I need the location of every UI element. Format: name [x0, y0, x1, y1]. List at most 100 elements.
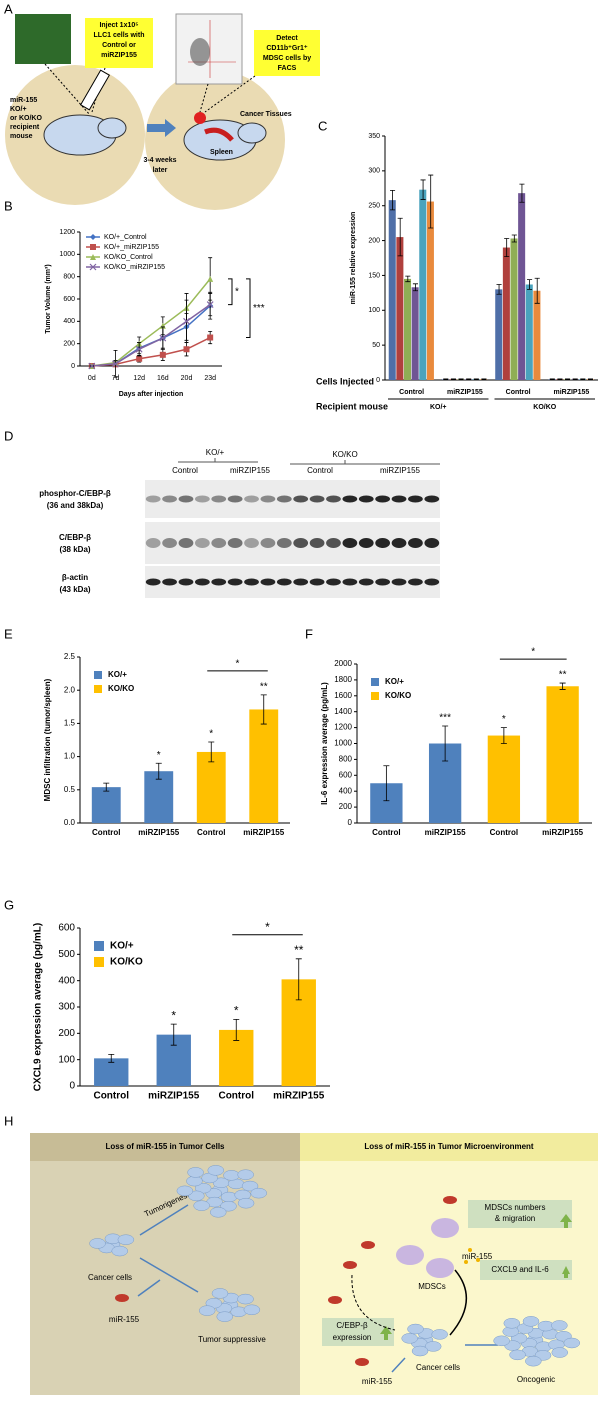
cell [220, 1200, 237, 1212]
band [342, 578, 358, 586]
legend-swatch [371, 692, 379, 700]
significance-label: * [209, 729, 213, 740]
x-tick-label: Control [218, 1091, 254, 1102]
blot [145, 566, 440, 598]
band [375, 495, 391, 503]
bar [533, 290, 541, 380]
mir155-icon [343, 1261, 357, 1269]
cell [424, 1341, 442, 1352]
line [91, 278, 211, 367]
genotype-label: KO/KO [332, 450, 357, 459]
y-tick-label: 1200 [334, 723, 352, 732]
point [183, 346, 190, 353]
panel-a: Inject 1x10⁵ LLC1 cells with Control or … [5, 13, 320, 210]
label: Oncogenic [517, 1375, 555, 1384]
error-bar [473, 378, 479, 381]
error-bar [572, 378, 578, 381]
x-tick-label: miRZIP155 [243, 828, 284, 837]
error-bar [557, 378, 563, 381]
cytokine [464, 1260, 468, 1264]
band [391, 578, 407, 586]
bar [94, 1058, 129, 1086]
cell [207, 1165, 225, 1176]
cell [176, 1185, 194, 1197]
legend-label: KO/KO [110, 957, 143, 968]
callout-text: Detect [276, 35, 298, 42]
mir155-icon [443, 1196, 457, 1204]
cell [493, 1335, 510, 1347]
panel-label: C [318, 118, 327, 133]
y-tick-label: 1400 [334, 707, 352, 716]
error-bar [549, 378, 555, 381]
error-bar [383, 765, 390, 802]
band [276, 578, 292, 586]
blot [145, 522, 440, 564]
mir155-icon [361, 1241, 375, 1249]
y-tick-label: 1200 [59, 229, 75, 236]
band [244, 578, 259, 586]
right-header [300, 1133, 598, 1161]
label: Cancer cells [416, 1363, 460, 1372]
y-tick-label: 1600 [334, 691, 352, 700]
error-bar [481, 378, 487, 381]
callout-text: LLC1 cells with [94, 32, 145, 39]
band [227, 495, 243, 503]
y-tick-label: 400 [63, 318, 75, 325]
y-tick-label: 50 [372, 342, 380, 349]
bar [144, 771, 174, 823]
cell [210, 1207, 227, 1218]
y-axis-title: MDSC infiltration (tumor/spleen) [43, 678, 52, 801]
cell [401, 1333, 418, 1344]
label: Spleen [210, 149, 233, 156]
mir155-icon [355, 1358, 369, 1366]
point [88, 362, 96, 370]
line [91, 336, 211, 367]
panel-d: KO/+ KO/KO Control miRZIP155 Control miR… [39, 448, 440, 594]
x-tick-label: 12d [133, 375, 145, 382]
band [391, 538, 407, 548]
callout-text: Inject 1x10⁵ [99, 22, 138, 29]
band [375, 578, 391, 586]
cell [551, 1320, 568, 1331]
cell [525, 1355, 542, 1367]
significance-label: * [157, 750, 161, 761]
cell [187, 1167, 204, 1178]
row-label: Recipient mouse [316, 401, 388, 411]
y-axis-title: CXCL9 expression average (pg/mL) [33, 923, 44, 1091]
error-bar [295, 958, 302, 1001]
mouse-head [97, 117, 127, 139]
legend-swatch [94, 941, 104, 951]
bar [91, 787, 121, 823]
group-label: KO/KO [533, 404, 557, 411]
y-tick-label: 1000 [59, 251, 75, 258]
y-tick-label: 800 [339, 755, 353, 764]
blot-label: (43 kDa) [59, 585, 90, 594]
row-label: Cells Injected [316, 376, 374, 386]
band [194, 538, 210, 548]
band [244, 495, 259, 503]
callout [85, 18, 153, 68]
left-box [30, 1133, 300, 1395]
point [90, 254, 96, 260]
point [207, 275, 214, 282]
band [162, 578, 177, 586]
band [276, 538, 292, 548]
band [309, 495, 325, 503]
error-bar [559, 682, 566, 690]
band [145, 538, 161, 548]
error-bar [260, 694, 267, 725]
cell [431, 1329, 448, 1340]
callout-text: miRZIP155 [101, 52, 137, 59]
y-tick-label: 800 [63, 274, 75, 281]
band [424, 538, 440, 548]
syringe [79, 69, 111, 111]
point [206, 301, 214, 309]
y-axis-title: IL-6 expression average (pg/mL) [320, 682, 329, 805]
legend-label: KO/+ [385, 677, 404, 686]
y-tick-label: 250 [368, 203, 380, 210]
y-tick-label: 350 [368, 133, 380, 140]
significance-label: ** [260, 681, 268, 692]
error-bar [496, 284, 502, 295]
error-bar [443, 378, 449, 381]
